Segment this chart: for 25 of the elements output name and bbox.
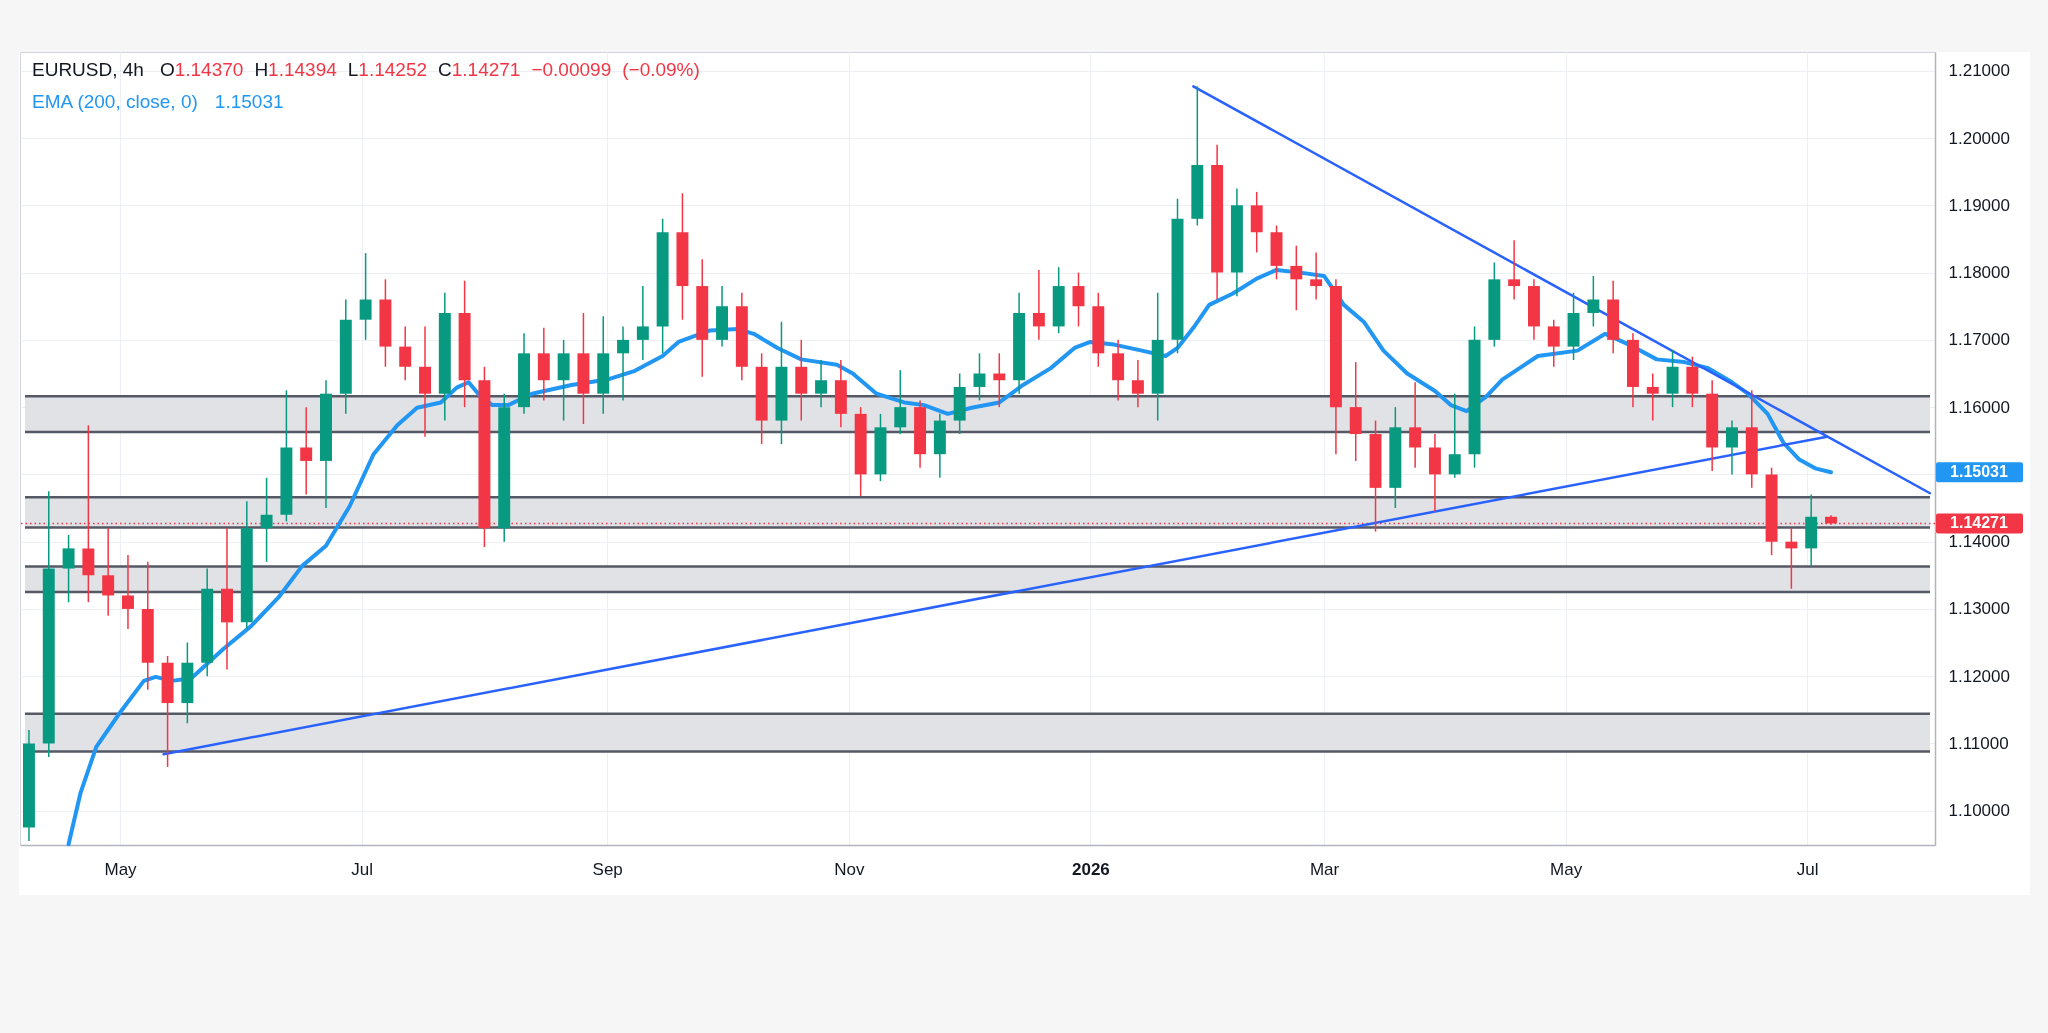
- y-tick-label: 1.11000: [1948, 733, 2009, 753]
- y-tick-label: 1.19000: [1948, 195, 2010, 215]
- y-tick-label: 1.16000: [1948, 397, 2010, 417]
- x-tick-label: Nov: [834, 859, 865, 879]
- ref-line-label: 1.14271: [1950, 514, 2009, 532]
- y-tick-label: 1.10000: [1948, 801, 2010, 821]
- x-tick-label: May: [104, 859, 138, 879]
- annotation: 1.15031: [214, 91, 284, 112]
- text: EMA (200, close, 0): [32, 91, 198, 112]
- text: 1.15031: [1950, 463, 2009, 481]
- x-tick-label: Sep: [592, 859, 623, 879]
- y-tick-label: 1.21000: [1948, 61, 2010, 81]
- x-tick-label: Mar: [1309, 859, 1340, 879]
- y-tick-label: 1.14000: [1948, 532, 2010, 552]
- y-tick-label: 1.13000: [1948, 599, 2010, 619]
- chart-title: EURUSD, 4h: [32, 59, 144, 80]
- y-tick-label: 1.12000: [1948, 666, 2010, 686]
- y-tick-label: 1.20000: [1948, 128, 2010, 148]
- y-tick-label: 1.18000: [1948, 263, 2010, 283]
- x-tick-label: Jul: [351, 859, 374, 879]
- x-tick-label: 2026: [1071, 859, 1110, 879]
- x-tick-label: May: [1550, 859, 1583, 879]
- y-tick-label: 1.17000: [1948, 330, 2010, 350]
- text: O1.14370 H1.14394 L1.14252 C1.14271 −0.00099 (−0.09%): [159, 59, 700, 80]
- x-tick-label: Jul: [1796, 859, 1819, 879]
